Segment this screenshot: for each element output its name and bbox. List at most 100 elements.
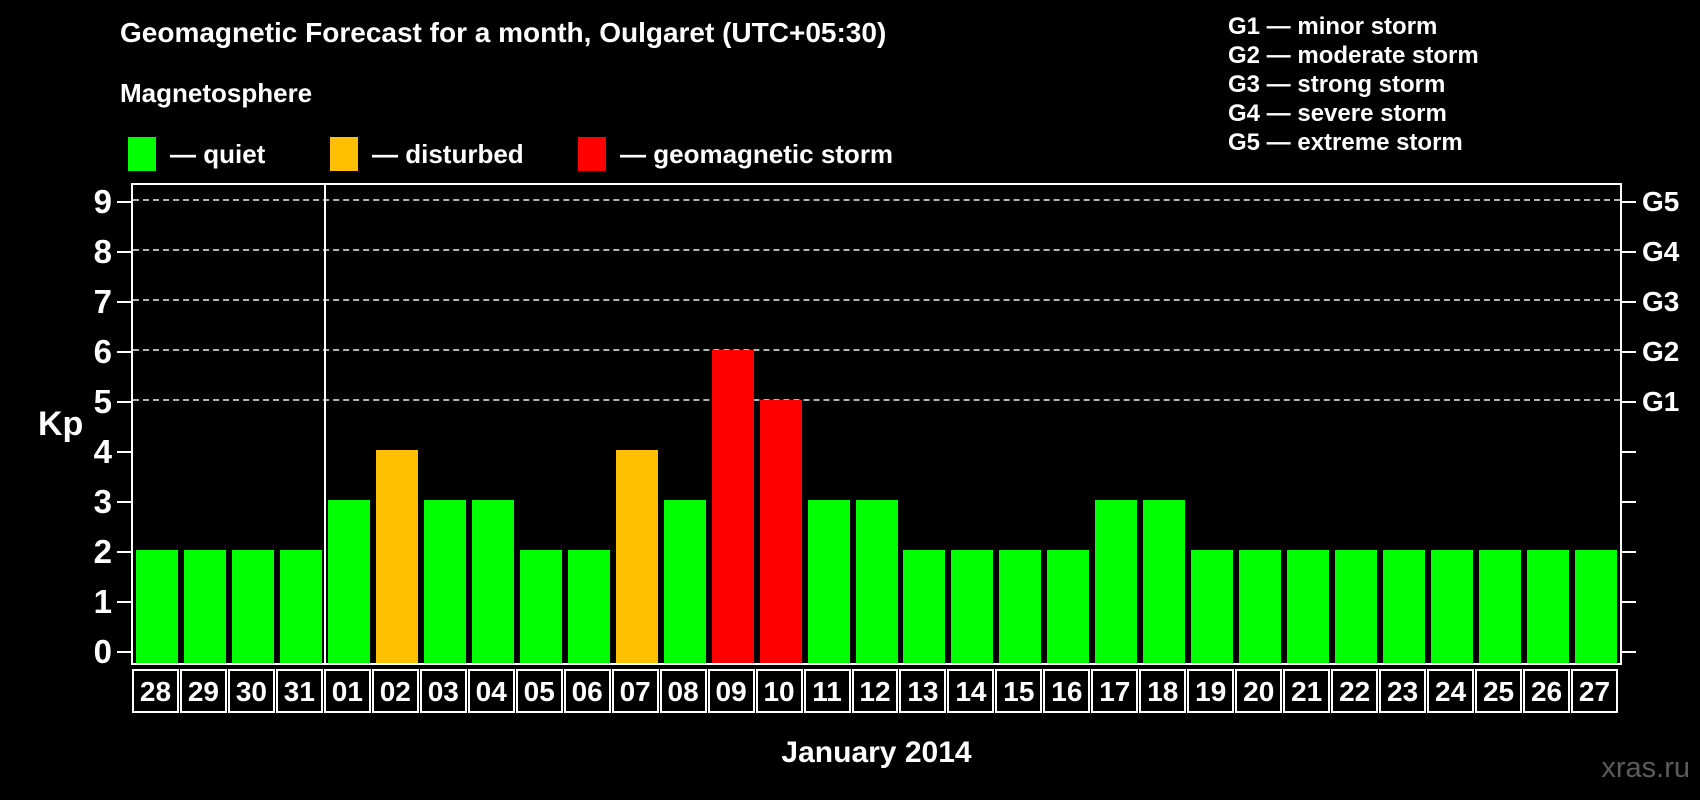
day-label-04: 04 — [467, 669, 515, 713]
bar-day-19 — [1191, 550, 1234, 663]
y-axis-label-4: 4 — [93, 433, 112, 470]
bar-day-07 — [615, 450, 658, 663]
storm-scale-legend: G1 — minor storm G2 — moderate storm G3 — … — [1228, 12, 1479, 157]
bar-day-30 — [231, 550, 274, 663]
bar-day-11 — [807, 500, 850, 663]
day-label-07: 07 — [611, 669, 659, 713]
y-axis-tick-3 — [117, 501, 131, 503]
day-label-13: 13 — [899, 669, 947, 713]
legend-item-storm: — geomagnetic storm — [578, 137, 893, 171]
y-axis-label-7: 7 — [93, 283, 112, 320]
right-axis-label-G1: G1 — [1642, 386, 1680, 417]
y-axis-tick-8 — [117, 251, 131, 253]
bar-day-09 — [711, 350, 754, 663]
gridline-kp-9 — [133, 199, 1620, 201]
day-label-29: 29 — [179, 669, 227, 713]
bar-day-21 — [1287, 550, 1330, 663]
bar-day-10 — [759, 400, 802, 663]
day-label-03: 03 — [419, 669, 467, 713]
bar-day-13 — [903, 550, 946, 663]
day-label-09: 09 — [707, 669, 755, 713]
storm-scale-line-2: G2 — moderate storm — [1228, 42, 1479, 69]
y-axis-label-2: 2 — [93, 533, 112, 570]
gridline-kp-5 — [133, 399, 1620, 401]
right-axis-tick-6 — [1620, 351, 1636, 353]
bar-day-31 — [279, 550, 322, 663]
y-axis-label-9: 9 — [93, 183, 112, 220]
bar-day-23 — [1383, 550, 1426, 663]
right-axis-tick-5 — [1620, 401, 1636, 403]
y-axis-label-6: 6 — [93, 333, 112, 370]
gridline-kp-7 — [133, 299, 1620, 301]
bar-day-08 — [663, 500, 706, 663]
day-label-14: 14 — [947, 669, 995, 713]
day-label-22: 22 — [1331, 669, 1379, 713]
y-axis-tick-9 — [117, 201, 131, 203]
bar-day-24 — [1431, 550, 1474, 663]
day-label-26: 26 — [1523, 669, 1571, 713]
day-label-31: 31 — [275, 669, 323, 713]
bar-day-27 — [1575, 550, 1618, 663]
day-label-21: 21 — [1283, 669, 1331, 713]
day-label-20: 20 — [1235, 669, 1283, 713]
bar-day-29 — [183, 550, 226, 663]
right-axis-label-G4: G4 — [1642, 236, 1680, 267]
month-boundary-line — [323, 185, 326, 663]
plot-area — [131, 183, 1622, 665]
bar-day-16 — [1047, 550, 1090, 663]
legend-label-quiet: — quiet — [170, 138, 266, 169]
y-axis-tick-1 — [117, 601, 131, 603]
bar-day-06 — [567, 550, 610, 663]
chart-title: Geomagnetic Forecast for a month, Oulgar… — [120, 17, 887, 48]
right-axis-tick-4 — [1620, 451, 1636, 453]
storm-scale-line-4: G4 — severe storm — [1228, 100, 1447, 127]
day-label-02: 02 — [371, 669, 419, 713]
y-axis-label-8: 8 — [93, 233, 112, 270]
day-label-27: 27 — [1571, 669, 1618, 713]
y-axis-label-0: 0 — [93, 633, 112, 670]
right-axis-tick-1 — [1620, 601, 1636, 603]
y-axis-label-1: 1 — [93, 583, 112, 620]
day-label-10: 10 — [755, 669, 803, 713]
disturbed-color-swatch — [330, 137, 358, 171]
right-axis-tick-2 — [1620, 551, 1636, 553]
bar-day-15 — [999, 550, 1042, 663]
gridline-kp-8 — [133, 249, 1620, 251]
day-label-30: 30 — [227, 669, 275, 713]
storm-scale-line-3: G3 — strong storm — [1228, 71, 1446, 98]
right-axis-tick-7 — [1620, 301, 1636, 303]
day-label-11: 11 — [803, 669, 851, 713]
bar-day-12 — [855, 500, 898, 663]
right-axis-tick-0 — [1620, 651, 1636, 653]
y-axis-title: Kp — [38, 405, 84, 443]
day-label-15: 15 — [995, 669, 1043, 713]
y-axis-tick-5 — [117, 401, 131, 403]
day-label-23: 23 — [1379, 669, 1427, 713]
y-axis-label-3: 3 — [93, 483, 112, 520]
bar-day-02 — [375, 450, 418, 663]
right-axis-label-G2: G2 — [1642, 336, 1680, 367]
day-label-01: 01 — [323, 669, 371, 713]
bar-day-01 — [327, 500, 370, 663]
storm-scale-line-5: G5 — extreme storm — [1228, 129, 1463, 156]
watermark: xras.ru — [1601, 752, 1690, 784]
day-label-08: 08 — [659, 669, 707, 713]
bar-day-03 — [423, 500, 466, 663]
bar-day-28 — [135, 550, 178, 663]
y-axis-tick-2 — [117, 551, 131, 553]
day-label-25: 25 — [1475, 669, 1523, 713]
bar-day-20 — [1239, 550, 1282, 663]
day-label-28: 28 — [132, 669, 179, 713]
gridline-kp-6 — [133, 349, 1620, 351]
right-axis-tick-8 — [1620, 251, 1636, 253]
day-label-16: 16 — [1043, 669, 1091, 713]
bar-day-14 — [951, 550, 994, 663]
bar-day-22 — [1335, 550, 1378, 663]
legend-item-disturbed: — disturbed — [330, 137, 524, 171]
bar-day-05 — [519, 550, 562, 663]
day-label-17: 17 — [1091, 669, 1139, 713]
storm-scale-line-1: G1 — minor storm — [1228, 13, 1438, 40]
y-axis-tick-6 — [117, 351, 131, 353]
day-label-18: 18 — [1139, 669, 1187, 713]
